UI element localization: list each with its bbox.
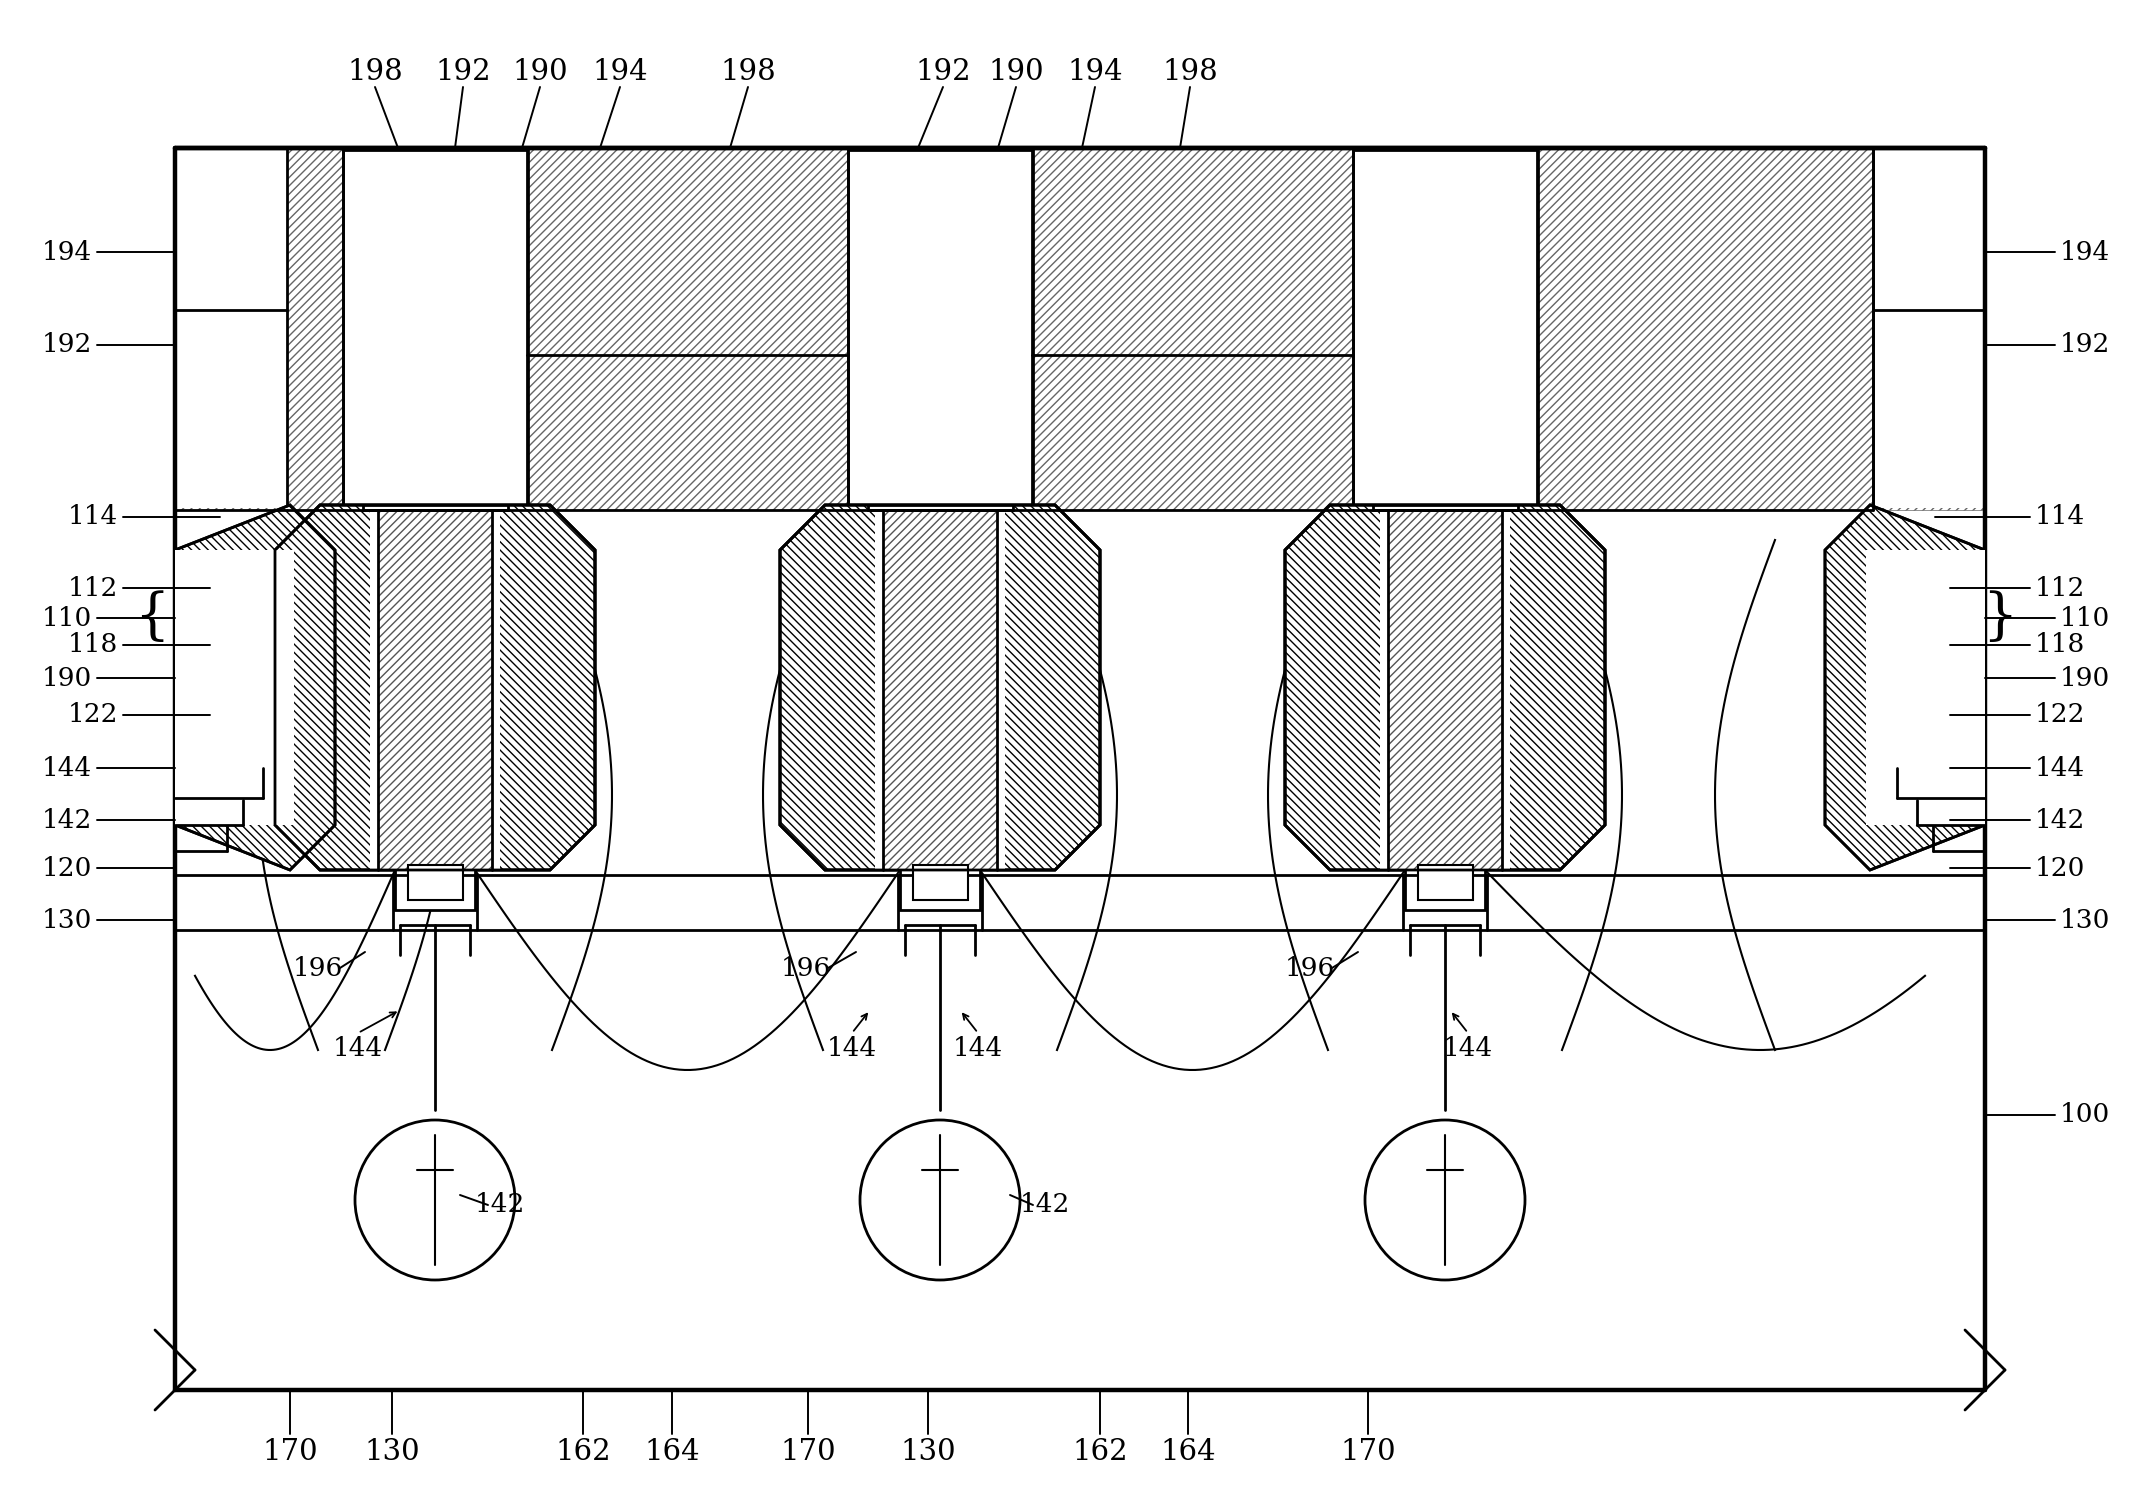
Text: 170: 170 xyxy=(1340,1439,1396,1466)
Bar xyxy=(408,865,464,899)
Text: 198: 198 xyxy=(348,58,404,87)
Bar xyxy=(1388,505,1504,870)
Bar xyxy=(174,149,288,508)
Text: 144: 144 xyxy=(1443,1035,1493,1061)
Bar xyxy=(369,505,500,870)
Text: 144: 144 xyxy=(41,756,92,780)
Polygon shape xyxy=(780,505,1100,870)
Text: 144: 144 xyxy=(2034,756,2086,780)
Text: 130: 130 xyxy=(2060,907,2109,932)
Text: 192: 192 xyxy=(2060,333,2109,357)
Text: 192: 192 xyxy=(41,333,92,357)
Text: 190: 190 xyxy=(2060,665,2109,690)
Bar xyxy=(1373,505,1519,509)
Text: 130: 130 xyxy=(900,1439,956,1466)
Text: 194: 194 xyxy=(2060,239,2109,264)
Text: 190: 190 xyxy=(41,665,92,690)
Bar xyxy=(1418,865,1474,899)
Text: 164: 164 xyxy=(644,1439,700,1466)
Text: 110: 110 xyxy=(41,605,92,630)
Text: 112: 112 xyxy=(2034,575,2086,601)
Text: 190: 190 xyxy=(988,58,1044,87)
Bar xyxy=(848,149,1033,508)
Text: 144: 144 xyxy=(954,1035,1003,1061)
Text: 118: 118 xyxy=(69,632,118,657)
Text: 162: 162 xyxy=(554,1439,610,1466)
Polygon shape xyxy=(275,505,595,870)
Polygon shape xyxy=(1285,505,1605,870)
Bar xyxy=(363,505,507,509)
Text: 194: 194 xyxy=(41,239,92,264)
Bar xyxy=(1353,149,1538,508)
Text: 122: 122 xyxy=(67,702,118,728)
Text: 196: 196 xyxy=(782,956,831,980)
Text: 110: 110 xyxy=(2060,605,2109,630)
Circle shape xyxy=(859,1120,1020,1280)
Bar xyxy=(913,865,969,899)
Polygon shape xyxy=(174,505,335,870)
Text: 118: 118 xyxy=(2034,632,2086,657)
Text: 194: 194 xyxy=(593,58,649,87)
Bar xyxy=(1873,149,1985,508)
Text: 130: 130 xyxy=(41,907,92,932)
Text: 120: 120 xyxy=(41,856,92,880)
Bar xyxy=(344,149,528,508)
Text: 192: 192 xyxy=(915,58,971,87)
Text: 170: 170 xyxy=(780,1439,836,1466)
Bar xyxy=(900,861,979,910)
Bar xyxy=(1379,505,1510,870)
Text: 198: 198 xyxy=(720,58,775,87)
Bar xyxy=(174,550,294,825)
Text: 114: 114 xyxy=(2034,505,2086,529)
Text: 192: 192 xyxy=(436,58,490,87)
Text: 196: 196 xyxy=(1285,956,1336,980)
Text: }: } xyxy=(1983,590,2017,645)
Text: 162: 162 xyxy=(1072,1439,1128,1466)
Text: 170: 170 xyxy=(262,1439,318,1466)
Text: 130: 130 xyxy=(365,1439,419,1466)
Bar xyxy=(874,505,1005,870)
Text: 142: 142 xyxy=(2034,807,2086,832)
Text: 120: 120 xyxy=(2034,856,2086,880)
Text: 114: 114 xyxy=(69,505,118,529)
Text: 112: 112 xyxy=(67,575,118,601)
Text: 196: 196 xyxy=(292,956,344,980)
Bar xyxy=(174,148,1985,509)
Bar xyxy=(883,505,999,870)
Polygon shape xyxy=(1826,505,1985,870)
Text: 194: 194 xyxy=(1068,58,1123,87)
Text: 164: 164 xyxy=(1160,1439,1216,1466)
Bar xyxy=(1405,861,1484,910)
Bar xyxy=(868,505,1014,509)
Text: 198: 198 xyxy=(1162,58,1218,87)
Bar xyxy=(395,861,475,910)
Circle shape xyxy=(354,1120,516,1280)
Text: 142: 142 xyxy=(41,807,92,832)
Text: 142: 142 xyxy=(1020,1192,1070,1218)
Bar xyxy=(1867,550,1985,825)
Text: 190: 190 xyxy=(511,58,567,87)
Text: 144: 144 xyxy=(827,1035,876,1061)
Text: 100: 100 xyxy=(2060,1103,2109,1128)
Circle shape xyxy=(1364,1120,1525,1280)
Bar xyxy=(378,505,494,870)
Text: 122: 122 xyxy=(2034,702,2086,728)
Text: 144: 144 xyxy=(333,1035,382,1061)
Text: {: { xyxy=(135,590,170,645)
Text: 142: 142 xyxy=(475,1192,526,1218)
